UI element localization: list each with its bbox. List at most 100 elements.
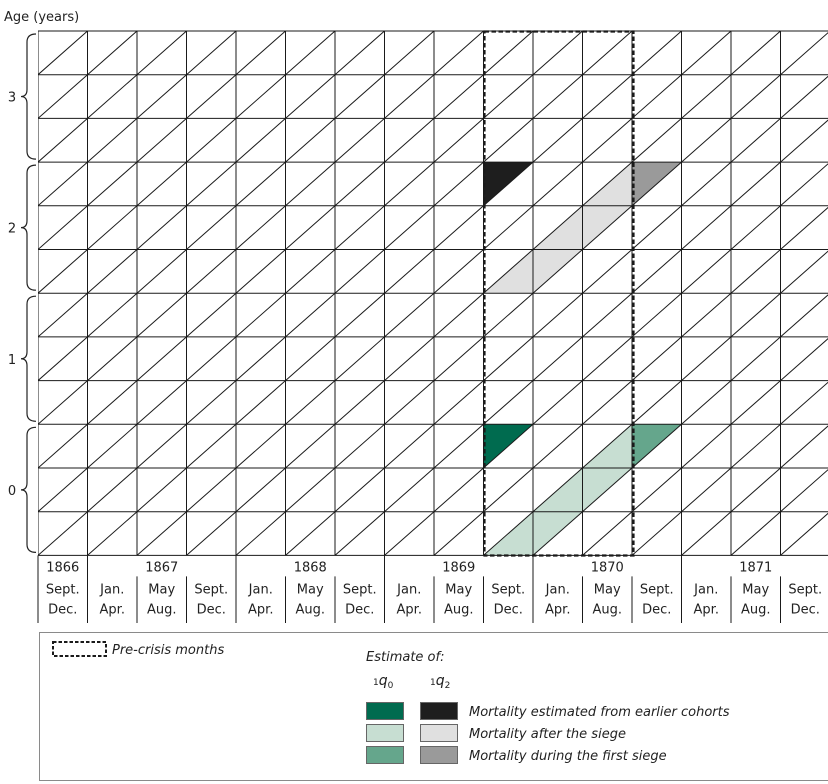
period-label-bottom: Aug.	[592, 602, 622, 617]
period-label-top: May	[594, 582, 621, 597]
period-label-top: Sept.	[194, 582, 228, 597]
grid-diagonal	[334, 467, 385, 513]
period-label-top: Jan.	[248, 582, 273, 597]
grid-diagonal	[235, 118, 286, 163]
grid-diagonal	[285, 161, 336, 207]
grid-diagonal	[582, 292, 633, 338]
legend-swatch-q2	[420, 702, 458, 720]
period-label-top: May	[297, 582, 324, 597]
grid-diagonal	[334, 511, 385, 556]
grid-diagonal	[334, 205, 385, 250]
age-label: 3	[8, 91, 16, 106]
grid-diagonal	[38, 423, 88, 469]
legend: Pre-crisis months Estimate of: 1q0 1q2 M…	[39, 632, 828, 781]
grid-diagonal	[532, 74, 583, 119]
grid-diagonal	[780, 425, 828, 469]
age-label: 1	[8, 353, 16, 368]
grid-diagonal	[334, 380, 385, 425]
grid-diagonal	[631, 336, 682, 381]
grid-diagonal	[631, 249, 682, 294]
grid-diagonal	[285, 423, 336, 469]
grid-diagonal	[38, 292, 88, 338]
period-label-bottom: Apr.	[545, 602, 570, 617]
age-bracket	[20, 33, 37, 160]
period-label-bottom: Dec.	[642, 602, 671, 617]
grid-diagonal	[631, 74, 682, 119]
grid-diagonal	[730, 118, 781, 163]
grid-diagonal	[532, 249, 583, 294]
grid-diagonal	[87, 292, 138, 338]
legend-frame	[39, 632, 828, 781]
grid-diagonal	[631, 467, 682, 513]
period-label-bottom: Aug.	[444, 602, 474, 617]
grid-diagonal	[186, 336, 237, 381]
grid-diagonal	[334, 292, 385, 338]
grid-diagonal	[532, 380, 583, 425]
grid-diagonal	[681, 118, 732, 163]
grid-diagonal	[38, 249, 88, 294]
grid-diagonal	[582, 467, 633, 513]
grid-diagonal	[38, 511, 88, 556]
period-label-top: Sept.	[343, 582, 377, 597]
grid-diagonal	[730, 336, 781, 381]
year-label: 1871	[739, 560, 772, 575]
grid-diagonal	[631, 30, 682, 76]
grid-diagonal	[334, 423, 385, 469]
grid-diagonal	[433, 336, 484, 381]
grid-diagonal	[136, 118, 187, 163]
grid-diagonal	[631, 161, 682, 207]
age-bracket	[20, 295, 37, 422]
grid-diagonal	[433, 205, 484, 250]
grid-diagonal	[235, 292, 286, 338]
grid-diagonal	[483, 467, 534, 513]
grid-diagonal	[136, 467, 187, 513]
grid-diagonal	[532, 161, 583, 207]
grid-diagonal	[532, 118, 583, 163]
grid-diagonal	[483, 30, 534, 76]
legend-swatch-q0	[366, 702, 404, 720]
grid-diagonal	[780, 119, 828, 163]
grid-diagonal	[285, 205, 336, 250]
grid-diagonal	[532, 423, 583, 469]
grid-diagonal	[681, 380, 732, 425]
grid-diagonal	[483, 423, 534, 469]
grid-diagonal	[582, 74, 633, 119]
grid-diagonal	[136, 292, 187, 338]
legend-swatch-q0	[366, 746, 404, 764]
grid-diagonal	[384, 30, 435, 76]
grid-diagonal	[433, 292, 484, 338]
grid-diagonal	[730, 74, 781, 119]
grid-diagonal	[285, 511, 336, 556]
grid-diagonal	[384, 511, 435, 556]
grid-diagonal	[136, 423, 187, 469]
grid-diagonal	[631, 423, 682, 469]
period-label-top: Sept.	[46, 582, 80, 597]
legend-row-label: Mortality after the siege	[469, 727, 626, 742]
grid-diagonal	[87, 249, 138, 294]
grid-diagonal	[433, 118, 484, 163]
grid-diagonal	[87, 423, 138, 469]
grid-diagonal	[334, 74, 385, 119]
grid-diagonal	[681, 205, 732, 250]
legend-precrisis-swatch	[52, 641, 107, 657]
grid-diagonal	[38, 336, 88, 381]
grid-diagonal	[136, 30, 187, 76]
grid-diagonal	[532, 336, 583, 381]
grid-diagonal	[780, 32, 828, 76]
lexis-grid	[38, 30, 828, 556]
grid-diagonal	[334, 161, 385, 207]
grid-diagonal	[186, 511, 237, 556]
legend-q2-symbol: 1q2	[430, 673, 450, 691]
period-label-top: Jan.	[396, 582, 421, 597]
grid-diagonal	[433, 161, 484, 207]
grid-diagonal	[38, 467, 88, 513]
legend-q0-symbol: 1q0	[373, 673, 394, 691]
grid-diagonal	[582, 161, 633, 207]
grid-diagonal	[780, 381, 828, 425]
grid-diagonal	[235, 380, 286, 425]
period-label-top: May	[148, 582, 175, 597]
grid-diagonal	[730, 423, 781, 469]
grid-diagonal	[631, 511, 682, 556]
grid-diagonal	[186, 30, 237, 76]
